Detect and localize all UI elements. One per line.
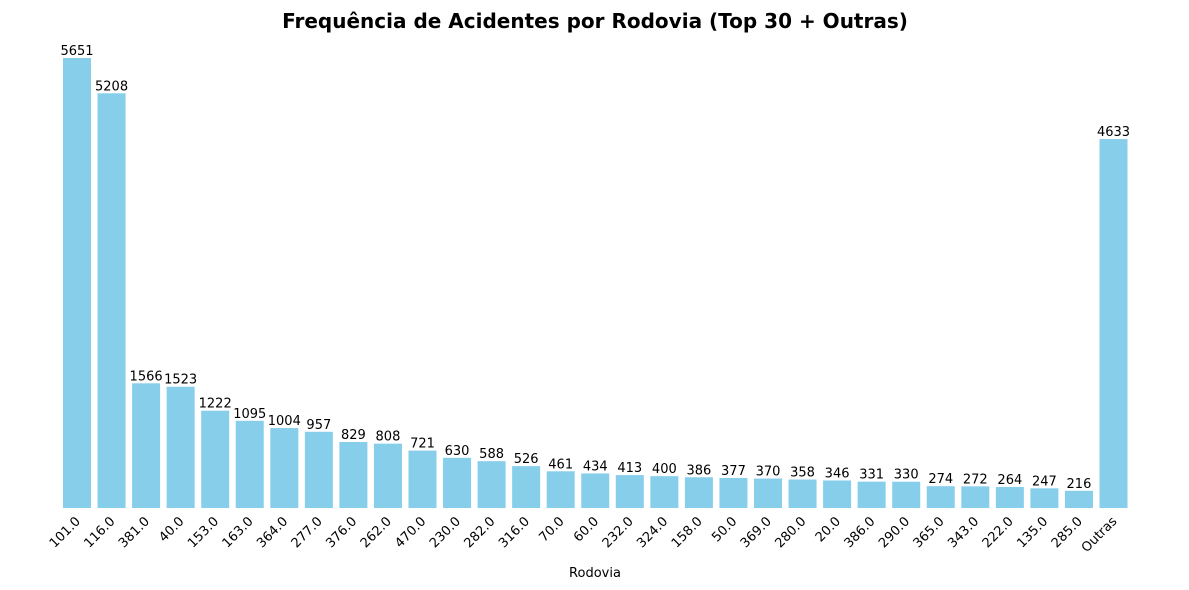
- bar-value-label: 434: [583, 459, 608, 474]
- bar: [650, 476, 679, 508]
- x-tick-label: 153.0: [185, 514, 222, 551]
- bar: [1030, 488, 1059, 508]
- x-tick-label: 116.0: [81, 514, 118, 551]
- x-tick-label: 70.0: [536, 514, 567, 545]
- bar: [201, 410, 230, 508]
- bar: [926, 486, 955, 508]
- bar: [823, 480, 852, 508]
- bar-value-label: 5208: [95, 79, 128, 94]
- bar: [892, 481, 921, 508]
- bar-value-label: 386: [686, 463, 711, 478]
- x-tick-label: 365.0: [911, 514, 948, 551]
- x-tick-label: 60.0: [571, 514, 602, 545]
- x-tick-label: 222.0: [980, 514, 1017, 551]
- bars-group: [63, 58, 1128, 508]
- bar: [512, 466, 541, 508]
- x-tick-label: 282.0: [462, 514, 499, 551]
- bar: [995, 486, 1024, 508]
- x-tick-label: 381.0: [116, 514, 153, 551]
- bar-value-label: 272: [963, 472, 988, 487]
- bar-value-label: 331: [859, 468, 884, 483]
- bar-value-label: 829: [341, 428, 366, 443]
- bar-value-label: 358: [790, 465, 815, 480]
- bar: [546, 471, 575, 508]
- bar: [304, 431, 333, 508]
- x-tick-label: 232.0: [600, 514, 637, 551]
- x-tick-label: 40.0: [156, 514, 187, 545]
- x-tick-label: 386.0: [842, 514, 879, 551]
- bar: [270, 428, 299, 508]
- x-tick-label: 262.0: [358, 514, 395, 551]
- bar: [961, 486, 990, 508]
- chart-title: Frequência de Acidentes por Rodovia (Top…: [282, 9, 908, 33]
- bar: [132, 383, 161, 508]
- x-axis-label: Rodovia: [569, 566, 621, 581]
- bar-value-label: 808: [376, 430, 401, 445]
- bar-value-label: 1095: [233, 407, 266, 422]
- bar-value-label: 588: [479, 447, 504, 462]
- bar: [684, 477, 713, 508]
- bar-value-label: 247: [1032, 474, 1057, 489]
- bar: [97, 93, 126, 508]
- x-tick-label: 364.0: [254, 514, 291, 551]
- bar-value-label: 1566: [130, 369, 163, 384]
- x-tick-label: 324.0: [634, 514, 671, 551]
- x-tick-label: Outras: [1079, 514, 1121, 556]
- x-tick-label: 280.0: [772, 514, 809, 551]
- bar: [443, 457, 472, 508]
- bar-value-label: 5651: [60, 44, 93, 59]
- bar: [373, 443, 402, 508]
- x-tick-label: 158.0: [669, 514, 706, 551]
- bar: [754, 478, 782, 508]
- x-tick-label: 343.0: [945, 514, 982, 551]
- bar-value-label: 630: [445, 444, 470, 459]
- x-tick-label: 101.0: [47, 514, 84, 551]
- bar: [339, 441, 368, 508]
- bar-value-label: 526: [514, 452, 539, 467]
- bar: [408, 450, 437, 508]
- x-tick-label: 316.0: [496, 514, 533, 551]
- bar: [1064, 490, 1093, 508]
- x-tick-label: 290.0: [876, 514, 913, 551]
- bar-value-label: 400: [652, 462, 677, 477]
- bar-value-label: 274: [928, 472, 953, 487]
- bar: [788, 479, 817, 508]
- x-tick-label: 277.0: [289, 514, 326, 551]
- bar-value-label: 330: [894, 468, 919, 483]
- x-tick-label: 470.0: [392, 514, 429, 551]
- bar: [581, 473, 610, 508]
- x-tick-label: 20.0: [813, 514, 844, 545]
- x-tick-label: 163.0: [220, 514, 257, 551]
- bar-value-label: 721: [410, 437, 435, 452]
- bar: [477, 461, 506, 508]
- bar: [235, 420, 264, 508]
- bar: [719, 477, 748, 508]
- bar-value-label: 346: [825, 466, 850, 481]
- bar-value-label: 264: [997, 473, 1022, 488]
- bar-value-label: 1222: [199, 397, 232, 412]
- bar-value-label: 1004: [268, 414, 301, 429]
- bar: [615, 475, 644, 508]
- x-tick-label: 376.0: [323, 514, 360, 551]
- x-tick-label: 135.0: [1014, 514, 1051, 551]
- bar-value-label: 957: [306, 418, 331, 433]
- bar-value-label: 216: [1067, 477, 1092, 492]
- x-tick-label: 369.0: [738, 514, 775, 551]
- bar: [166, 386, 195, 508]
- bar: [1099, 139, 1128, 508]
- bar-value-label: 377: [721, 464, 746, 479]
- bar-value-label: 370: [756, 465, 781, 480]
- x-tick-label: 50.0: [709, 514, 740, 545]
- x-tick-label: 230.0: [427, 514, 464, 551]
- bar-value-label: 4633: [1097, 125, 1130, 140]
- bar: [63, 58, 91, 508]
- bar-value-label: 413: [617, 461, 642, 476]
- bar-value-label: 461: [548, 457, 573, 472]
- bar: [857, 481, 886, 508]
- bar-value-label: 1523: [164, 373, 197, 388]
